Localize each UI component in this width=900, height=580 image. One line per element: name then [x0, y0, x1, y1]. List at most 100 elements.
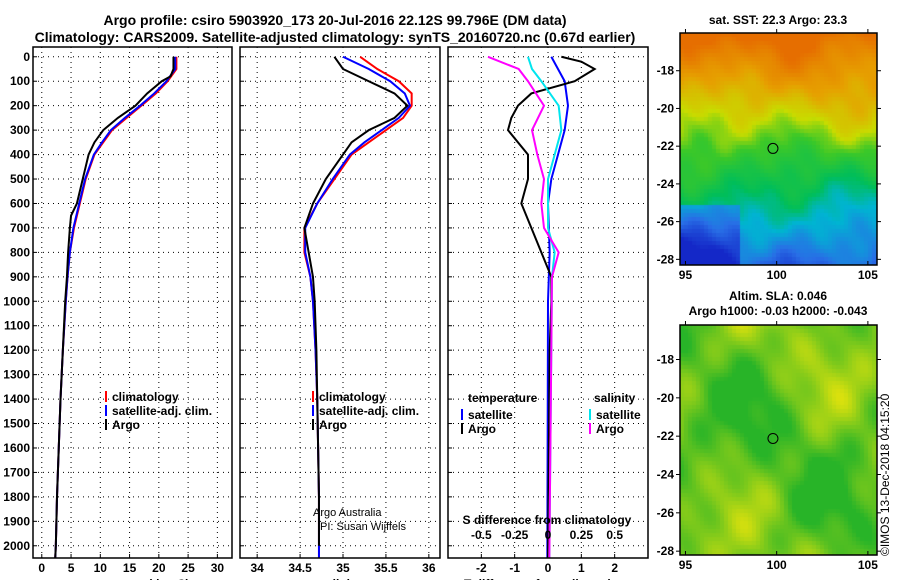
depth-tick-label: 100	[10, 74, 30, 88]
lon-tick-label: 95	[679, 268, 693, 282]
x-tick-label: 34.5	[288, 561, 312, 575]
x-tick-label: -1	[509, 561, 520, 575]
legend-swatch	[461, 423, 463, 434]
x-tick-label: 0	[38, 561, 45, 575]
depth-tick-label: 2000	[3, 539, 30, 553]
x-tick-label: 25	[181, 561, 195, 575]
lat-tick-label: -28	[657, 252, 675, 266]
credit-line: Argo Australia	[313, 507, 382, 519]
depth-tick-label: 400	[10, 148, 30, 162]
series-line-satellite-adj-clim-	[304, 55, 412, 558]
lat-tick-label: -18	[657, 64, 675, 78]
legend-swatch	[589, 423, 591, 434]
legend-label: satellite-adj. clim.	[319, 404, 419, 418]
lon-tick-label: 95	[679, 558, 693, 572]
depth-tick-label: 1600	[3, 441, 30, 455]
legend-swatch	[589, 409, 591, 420]
legend-label: satellite	[596, 408, 641, 422]
x-tick-label: 1	[578, 561, 585, 575]
legend-swatch	[105, 391, 107, 402]
legend-label: climatology	[319, 390, 386, 404]
legend-label: satellite-adj. clim.	[112, 404, 212, 418]
x-tick-label: 15	[123, 561, 137, 575]
plot-frame	[32, 46, 233, 559]
x2-tick-label: 0.25	[570, 528, 594, 542]
x-tick-label: 35	[336, 561, 350, 575]
legend-swatch	[105, 419, 107, 430]
x2-axis-label: S difference from climatology	[463, 513, 632, 527]
lat-tick-label: -28	[657, 544, 675, 558]
legend-swatch	[461, 409, 463, 420]
depth-tick-label: 1000	[3, 294, 30, 308]
float-location-marker	[767, 432, 779, 444]
legend-label: Argo	[112, 418, 140, 432]
legend-label: Argo	[596, 422, 624, 436]
plot-frame	[447, 46, 649, 559]
x2-tick-label: -0.5	[471, 528, 492, 542]
lon-tick-label: 100	[767, 558, 787, 572]
legend-label: Argo	[319, 418, 347, 432]
series-line-argo	[303, 56, 409, 546]
lat-tick-label: -20	[657, 101, 675, 115]
series-line-argo	[487, 55, 560, 559]
depth-tick-label: 600	[10, 196, 30, 210]
plot-frame	[239, 46, 441, 559]
x-tick-label: 20	[152, 561, 166, 575]
lat-tick-label: -24	[657, 177, 675, 191]
x-tick-label: -2	[476, 561, 487, 575]
x2-tick-label: -0.25	[501, 528, 529, 542]
x-axis-label: T difference from climatology	[464, 577, 632, 580]
x-tick-label: 10	[94, 561, 108, 575]
sst-map	[680, 33, 877, 265]
sla-map	[680, 325, 877, 555]
map-subtitle: Argo h1000: -0.03 h2000: -0.043	[689, 304, 868, 318]
map-frame	[679, 324, 878, 556]
x-tick-label: 36	[422, 561, 436, 575]
depth-tick-label: 200	[10, 99, 30, 113]
series-line-satellite-adj-clim-	[54, 56, 177, 559]
legend-swatch	[312, 405, 314, 416]
x-axis-label: salinity	[319, 577, 361, 580]
x-tick-label: 2	[611, 561, 618, 575]
depth-tick-label: 0	[23, 50, 30, 64]
x2-tick-label: 0.5	[606, 528, 623, 542]
legend-swatch	[312, 419, 314, 430]
x-tick-label: 35.5	[374, 561, 398, 575]
legend-label: satellite	[468, 408, 513, 422]
x-tick-label: 5	[68, 561, 75, 575]
legend-title: temperature	[468, 391, 538, 405]
series-line-satellite	[546, 56, 570, 559]
legend-swatch	[105, 405, 107, 416]
depth-tick-label: 1400	[3, 392, 30, 406]
map-title: sat. SST: 22.3 Argo: 23.3	[709, 13, 848, 27]
copyright-stamp: ©IMOS 13-Dec-2018 04:15:20	[878, 393, 892, 556]
map-title: Altim. SLA: 0.046	[729, 289, 827, 303]
figure-title: Argo profile: csiro 5903920_173 20-Jul-2…	[103, 12, 567, 28]
depth-tick-label: 700	[10, 221, 30, 235]
depth-tick-label: 800	[10, 245, 30, 259]
depth-tick-label: 1500	[3, 417, 30, 431]
depth-tick-label: 900	[10, 270, 30, 284]
lat-tick-label: -24	[657, 468, 675, 482]
depth-tick-label: 1100	[4, 319, 30, 333]
x2-tick-label: 0	[545, 528, 552, 542]
lat-tick-label: -22	[657, 139, 675, 153]
legend-swatch	[312, 391, 314, 402]
depth-tick-label: 1300	[3, 368, 30, 382]
lat-tick-label: -26	[657, 506, 675, 520]
lat-tick-label: -26	[657, 215, 675, 229]
lon-tick-label: 100	[767, 268, 787, 282]
depth-tick-label: 500	[10, 172, 30, 186]
map-frame	[679, 32, 878, 266]
depth-tick-label: 1200	[3, 343, 30, 357]
series-line-argo	[54, 56, 175, 559]
depth-tick-label: 300	[10, 123, 30, 137]
lat-tick-label: -22	[657, 429, 675, 443]
figure-subtitle: Climatology: CARS2009. Satellite-adjuste…	[34, 29, 636, 45]
credit-line: PI: Susan Wijffels	[320, 521, 406, 533]
lon-tick-label: 105	[858, 268, 878, 282]
lat-tick-label: -18	[657, 353, 675, 367]
legend-title: salinity	[594, 391, 636, 405]
